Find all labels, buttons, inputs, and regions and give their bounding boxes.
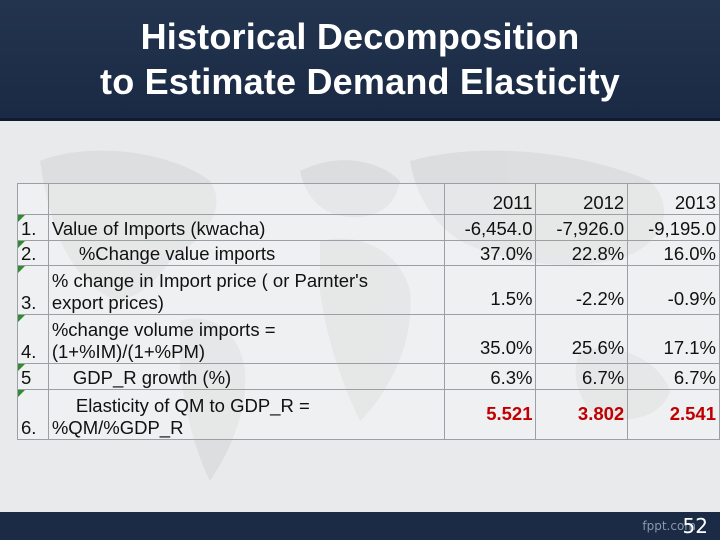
row-label-line: % change in Import price ( or Parnter's bbox=[51, 270, 368, 291]
year-header: 2012 bbox=[535, 183, 629, 215]
cell-value: -2.2% bbox=[535, 265, 629, 315]
cell-value: 6.7% bbox=[627, 363, 720, 390]
footer-bar: fppt.com 52 bbox=[0, 512, 720, 540]
table-row: 3. % change in Import price ( or Parnter… bbox=[17, 265, 720, 315]
title-line-1: Historical Decomposition bbox=[140, 16, 580, 57]
empty-header-cell bbox=[17, 183, 49, 215]
cell-value: 16.0% bbox=[627, 240, 720, 266]
row-number: 4. bbox=[17, 314, 49, 364]
cell-value: 6.7% bbox=[535, 363, 629, 390]
cell-value: -6,454.0 bbox=[443, 214, 537, 241]
row-label: %change volume imports = (1+%IM)/(1+%PM) bbox=[47, 314, 445, 364]
elasticity-value: 5.521 bbox=[443, 389, 537, 440]
row-number: 1. bbox=[17, 214, 49, 241]
empty-header-cell bbox=[47, 183, 445, 215]
header-row: 2011 2012 2013 bbox=[17, 183, 720, 215]
table-row: 6. Elasticity of QM to GDP_R = %QM/%GDP_… bbox=[17, 389, 720, 440]
row-number: 2. bbox=[17, 240, 49, 266]
title-line-2: to Estimate Demand Elasticity bbox=[100, 61, 620, 102]
row-label-line: %change volume imports = bbox=[51, 319, 276, 340]
row-label: %Change value imports bbox=[47, 240, 445, 266]
cell-value: 25.6% bbox=[535, 314, 629, 364]
cell-value: 1.5% bbox=[443, 265, 537, 315]
table-row: 2. %Change value imports 37.0% 22.8% 16.… bbox=[17, 240, 720, 266]
year-header: 2013 bbox=[627, 183, 720, 215]
cell-value: 17.1% bbox=[627, 314, 720, 364]
row-label: Elasticity of QM to GDP_R = %QM/%GDP_R bbox=[47, 389, 445, 440]
brand-watermark: fppt.com bbox=[642, 519, 696, 533]
row-label-line: (1+%IM)/(1+%PM) bbox=[51, 341, 206, 362]
title-bar: Historical Decomposition to Estimate Dem… bbox=[0, 0, 720, 121]
row-number: 5 bbox=[17, 363, 49, 390]
page-number: 52 bbox=[682, 514, 708, 538]
row-label-line: %QM/%GDP_R bbox=[51, 417, 184, 438]
cell-value: 6.3% bbox=[443, 363, 537, 390]
table-row: 1. Value of Imports (kwacha) -6,454.0 -7… bbox=[17, 214, 720, 241]
cell-value: -7,926.0 bbox=[535, 214, 629, 241]
row-number: 6. bbox=[17, 389, 49, 440]
table-row: 4. %change volume imports = (1+%IM)/(1+%… bbox=[17, 314, 720, 364]
slide-title: Historical Decomposition to Estimate Dem… bbox=[0, 14, 720, 104]
year-header: 2011 bbox=[443, 183, 537, 215]
row-label-line: export prices) bbox=[51, 292, 164, 313]
cell-value: -9,195.0 bbox=[627, 214, 720, 241]
table-row: 5 GDP_R growth (%) 6.3% 6.7% 6.7% bbox=[17, 363, 720, 390]
row-number: 3. bbox=[17, 265, 49, 315]
row-label: GDP_R growth (%) bbox=[47, 363, 445, 390]
row-label: % change in Import price ( or Parnter's … bbox=[47, 265, 445, 315]
cell-value: 35.0% bbox=[443, 314, 537, 364]
elasticity-table: 2011 2012 2013 1. Value of Imports (kwac… bbox=[17, 183, 720, 440]
row-label: Value of Imports (kwacha) bbox=[47, 214, 445, 241]
row-label-line: Elasticity of QM to GDP_R = bbox=[75, 395, 310, 416]
elasticity-value: 2.541 bbox=[627, 389, 720, 440]
cell-value: 37.0% bbox=[443, 240, 537, 266]
elasticity-value: 3.802 bbox=[535, 389, 629, 440]
cell-value: -0.9% bbox=[627, 265, 720, 315]
cell-value: 22.8% bbox=[535, 240, 629, 266]
